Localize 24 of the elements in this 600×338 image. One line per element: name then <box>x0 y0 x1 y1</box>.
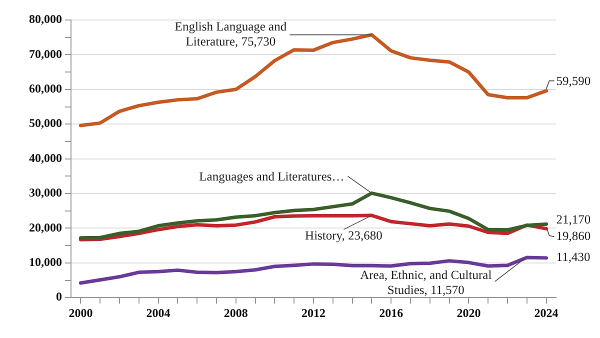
annotation: 59,590 <box>556 74 591 88</box>
y-tick-label: 10,000 <box>29 254 62 269</box>
x-tick-label: 2024 <box>534 306 558 320</box>
y-tick-label: 60,000 <box>29 81 62 96</box>
y-tick-label: 20,000 <box>29 220 62 234</box>
x-tick-label: 2000 <box>68 306 93 320</box>
annotation: English Language and Literature, 75,730 <box>174 20 288 49</box>
x-tick-label: 2016 <box>379 306 404 320</box>
annotation: 21,170 <box>556 212 591 226</box>
y-tick-label: 70,000 <box>29 46 62 61</box>
x-tick-label: 2020 <box>456 306 481 320</box>
annotation: 19,860 <box>556 228 591 243</box>
y-tick-label: 80,000 <box>29 12 62 26</box>
annotation: 11,430 <box>556 250 590 264</box>
annotation: Languages and Literatures… <box>199 169 344 184</box>
x-tick-label: 2012 <box>302 306 326 320</box>
y-tick-label: 0 <box>56 290 62 304</box>
annotation: Area, Ethnic, and Cultural Studies, 11,570 <box>360 268 492 298</box>
y-tick-label: 30,000 <box>29 186 62 200</box>
x-tick-label: 2004 <box>146 306 170 320</box>
annotation: History, 23,680 <box>305 228 382 243</box>
x-tick-label: 2008 <box>224 306 248 320</box>
y-tick-label: 50,000 <box>29 116 62 130</box>
y-tick-label: 40,000 <box>29 150 62 165</box>
